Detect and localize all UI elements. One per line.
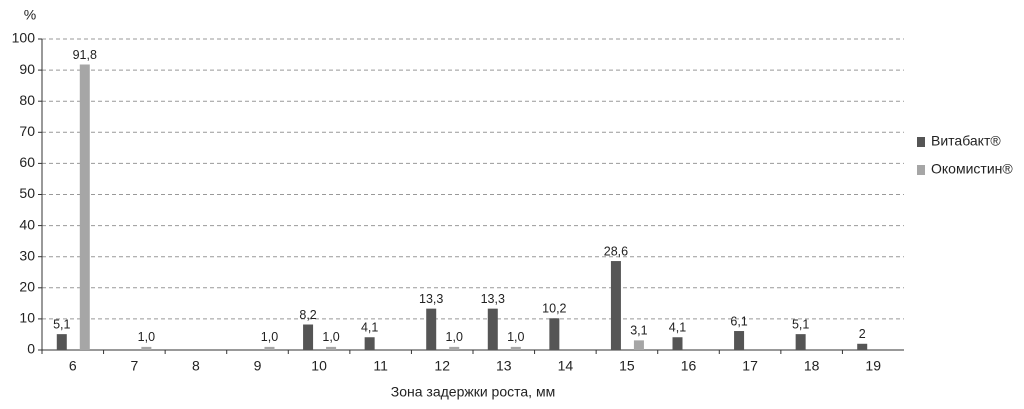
bar — [449, 346, 460, 350]
x-tick-label: 7 — [130, 358, 138, 374]
x-tick-label: 13 — [496, 358, 512, 374]
bar — [426, 308, 437, 350]
value-label: 13,3 — [481, 292, 505, 306]
bar — [364, 337, 375, 350]
value-label: 1,0 — [138, 330, 155, 344]
x-tick-label: 16 — [681, 358, 697, 374]
x-axis-title: Зона задержки роста, мм — [391, 384, 555, 400]
bar — [326, 346, 337, 350]
x-tick-label: 11 — [373, 358, 388, 374]
y-tick-label: 50 — [19, 185, 35, 201]
y-tick-label: 90 — [19, 61, 35, 77]
bar — [549, 318, 560, 350]
x-tick-label: 10 — [311, 358, 327, 374]
x-tick-label: 14 — [558, 358, 574, 374]
legend-label: Витабакт® — [931, 133, 1001, 149]
bar — [510, 346, 521, 350]
y-tick-label: 40 — [19, 216, 35, 232]
bar — [610, 261, 621, 350]
bar — [303, 324, 314, 350]
value-label: 3,1 — [630, 324, 647, 338]
value-label: 28,6 — [604, 244, 628, 258]
value-label: 13,3 — [419, 292, 443, 306]
bar — [487, 308, 498, 350]
y-tick-label: 100 — [12, 30, 36, 46]
value-label: 1,0 — [446, 330, 463, 344]
x-tick-label: 17 — [742, 358, 758, 374]
x-tick-label: 18 — [804, 358, 820, 374]
x-tick-label: 19 — [865, 358, 881, 374]
y-tick-label: 70 — [19, 123, 35, 139]
bar — [141, 346, 152, 350]
x-tick-label: 9 — [254, 358, 262, 374]
y-tick-label: 0 — [27, 341, 35, 357]
legend-swatch — [917, 165, 925, 175]
x-tick-label: 6 — [69, 358, 77, 374]
y-tick-label: 60 — [19, 154, 35, 170]
value-label: 1,0 — [261, 330, 278, 344]
bar — [795, 334, 806, 350]
y-tick-label: 80 — [19, 92, 35, 108]
bar — [672, 337, 683, 350]
value-label: 1,0 — [322, 330, 339, 344]
legend-label: Окомистин® — [931, 161, 1013, 177]
value-label: 4,1 — [669, 321, 686, 335]
bar — [857, 343, 868, 350]
value-label: 1,0 — [507, 330, 524, 344]
y-axis-label: % — [24, 7, 36, 23]
value-label: 2 — [859, 327, 866, 341]
legend-swatch — [917, 137, 925, 147]
x-tick-label: 8 — [192, 358, 200, 374]
value-label: 91,8 — [73, 48, 97, 62]
bar — [734, 331, 745, 350]
value-label: 5,1 — [792, 317, 809, 331]
y-tick-label: 30 — [19, 247, 35, 263]
y-tick-label: 10 — [19, 310, 35, 326]
value-label: 10,2 — [542, 302, 566, 316]
value-label: 8,2 — [299, 308, 316, 322]
bar — [56, 334, 67, 350]
value-label: 6,1 — [730, 314, 747, 328]
value-label: 5,1 — [53, 317, 70, 331]
x-tick-label: 15 — [619, 358, 635, 374]
bar — [79, 64, 90, 350]
y-tick-label: 20 — [19, 279, 35, 295]
value-label: 4,1 — [361, 321, 378, 335]
x-tick-label: 12 — [434, 358, 450, 374]
bar — [264, 346, 275, 350]
bar — [633, 340, 644, 350]
